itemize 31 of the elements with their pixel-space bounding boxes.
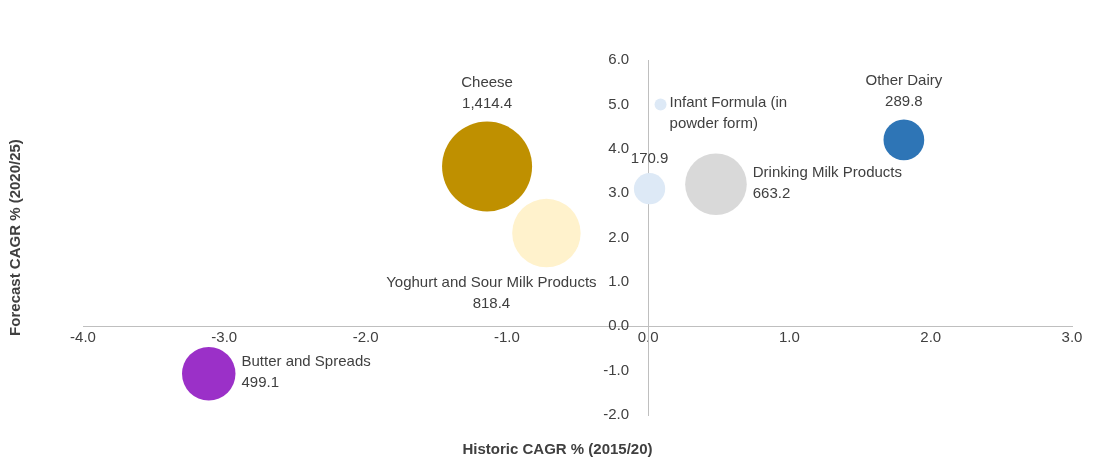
legend-label: Infant Formula (in powder form) [669, 92, 788, 131]
y-tick-label: 1.0 [608, 272, 630, 290]
text: Cheese [461, 73, 513, 91]
text: Other Dairy [865, 71, 943, 89]
x-tick-label: 3.0 [1061, 328, 1083, 346]
data-label: 818.4 [472, 293, 511, 311]
y-tick-label: 2.0 [608, 227, 630, 245]
data-label: 1,414.4 [462, 94, 513, 112]
y-tick-label: 6.0 [608, 50, 630, 68]
data-label: 170.9 [630, 148, 669, 166]
series-label: Drinking Milk Products [752, 162, 902, 180]
y-tick-label: -2.0 [603, 405, 630, 423]
data-label: 663.2 [752, 183, 791, 201]
data-label: 289.8 [885, 92, 923, 110]
x-tick-label: -2.0 [352, 328, 379, 346]
x-tick-label: 1.0 [779, 328, 800, 346]
x-axis-title: Historic CAGR % (2015/20) [462, 440, 653, 458]
y-tick-label: 0.0 [608, 316, 630, 334]
x-tick-label: -4.0 [70, 328, 96, 346]
data-label: 499.1 [241, 373, 280, 391]
x-tick-label: 0.0 [637, 328, 659, 346]
series-label: Butter and Spreads [241, 352, 371, 370]
y-tick-label: -1.0 [603, 360, 630, 378]
series-label: Yoghurt and Sour Milk Products [386, 272, 597, 290]
y-tick-label: 5.0 [608, 94, 630, 112]
y-tick-label: 4.0 [608, 138, 630, 156]
y-axis-title: Forecast CAGR % (2020/25) [6, 139, 24, 336]
x-tick-label: 2.0 [920, 328, 942, 346]
x-tick-label: -3.0 [211, 328, 238, 346]
y-tick-label: 3.0 [608, 183, 630, 201]
x-tick-label: -1.0 [493, 328, 520, 346]
